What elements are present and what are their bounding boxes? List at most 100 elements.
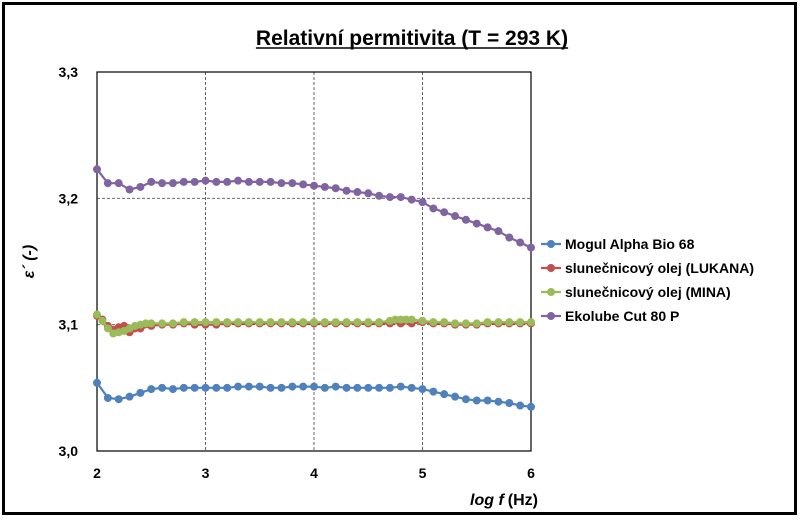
data-point — [179, 177, 188, 186]
data-point — [451, 212, 460, 221]
series-2 — [93, 310, 535, 338]
y-tick-labels: 3,0 3,1 3,2 3,3 — [59, 64, 79, 459]
data-point — [244, 382, 253, 391]
chart-title-group: Relativní permitivita (T = 293 K) — [255, 27, 569, 50]
legend-item: slunečnicový olej (LUKANA) — [541, 260, 754, 276]
data-point — [244, 177, 253, 186]
data-point — [461, 319, 470, 328]
data-point — [234, 318, 243, 327]
data-point — [310, 318, 318, 327]
data-point — [505, 398, 514, 407]
legend-item: slunečnicový olej (MINA) — [541, 284, 731, 300]
data-point — [440, 390, 449, 399]
series-3 — [93, 165, 535, 252]
data-point — [418, 385, 427, 394]
data-point — [103, 324, 112, 333]
data-point — [234, 382, 243, 391]
data-point — [494, 318, 503, 327]
x-tick-label: 6 — [527, 465, 535, 481]
legend-swatch-marker — [547, 288, 555, 296]
data-point — [310, 181, 318, 190]
data-point — [158, 383, 167, 392]
data-point — [288, 382, 297, 391]
data-point — [429, 204, 438, 213]
data-point — [212, 177, 221, 186]
data-point — [93, 310, 101, 319]
data-point — [299, 382, 308, 391]
y-tick-label: 3,3 — [59, 64, 79, 80]
x-axis-label: log f (Hz) — [470, 492, 538, 509]
data-point — [223, 177, 232, 186]
data-point — [288, 179, 297, 188]
data-point — [494, 227, 503, 236]
data-point — [472, 219, 481, 228]
data-point — [320, 318, 329, 327]
data-point — [266, 177, 275, 186]
data-point — [223, 318, 232, 327]
data-point — [158, 319, 167, 328]
data-point — [527, 318, 535, 327]
data-point — [331, 184, 340, 193]
data-point — [483, 396, 492, 405]
data-point — [299, 180, 308, 189]
data-point — [364, 189, 373, 198]
data-point — [407, 195, 416, 204]
data-point — [494, 397, 503, 406]
data-point — [364, 318, 373, 327]
data-point — [244, 318, 253, 327]
data-point — [385, 193, 394, 202]
data-point — [472, 396, 481, 405]
data-point — [483, 318, 492, 327]
data-point — [375, 191, 384, 200]
data-point — [429, 387, 438, 396]
data-point — [451, 319, 460, 328]
data-point — [407, 383, 416, 392]
data-point — [201, 383, 210, 392]
data-point — [255, 318, 264, 327]
data-point — [179, 383, 188, 392]
data-point — [190, 318, 199, 327]
legend-item: Mogul Alpha Bio 68 — [541, 236, 695, 252]
data-point — [168, 385, 177, 394]
y-tick-label: 3,0 — [59, 443, 79, 459]
legend-swatch-marker — [547, 240, 555, 248]
series-0 — [93, 378, 535, 411]
data-point — [451, 392, 460, 401]
x-tick-labels: 2 3 4 5 6 — [93, 465, 535, 481]
data-point — [201, 318, 210, 327]
data-point — [190, 383, 199, 392]
data-point — [418, 198, 427, 207]
legend-label: slunečnicový olej (MINA) — [565, 284, 731, 300]
data-point — [353, 188, 362, 197]
x-tick-label: 4 — [310, 465, 318, 481]
grid-lines — [97, 72, 531, 451]
data-point — [212, 318, 221, 327]
data-point — [168, 179, 177, 188]
data-point — [331, 318, 340, 327]
legend-item: Ekolube Cut 80 P — [541, 308, 679, 324]
data-point — [440, 208, 449, 217]
data-point — [158, 179, 167, 188]
data-point — [288, 318, 297, 327]
data-point — [201, 176, 210, 185]
data-point — [505, 233, 514, 242]
data-point — [342, 318, 351, 327]
data-point — [418, 316, 427, 325]
data-point — [168, 319, 177, 328]
data-point — [136, 388, 145, 397]
legend: Mogul Alpha Bio 68 slunečnicový olej (LUK… — [541, 236, 754, 324]
data-point — [461, 395, 470, 404]
data-point — [516, 401, 525, 410]
data-point — [527, 243, 535, 252]
data-point — [255, 177, 264, 186]
y-tick-label: 3,2 — [59, 190, 79, 206]
data-point — [103, 393, 112, 402]
data-point — [266, 383, 275, 392]
data-point — [125, 185, 134, 194]
data-point — [136, 182, 145, 191]
data-point — [407, 315, 416, 324]
x-tick-label: 3 — [202, 465, 210, 481]
legend-swatch-marker — [547, 312, 555, 320]
data-point — [255, 382, 264, 391]
